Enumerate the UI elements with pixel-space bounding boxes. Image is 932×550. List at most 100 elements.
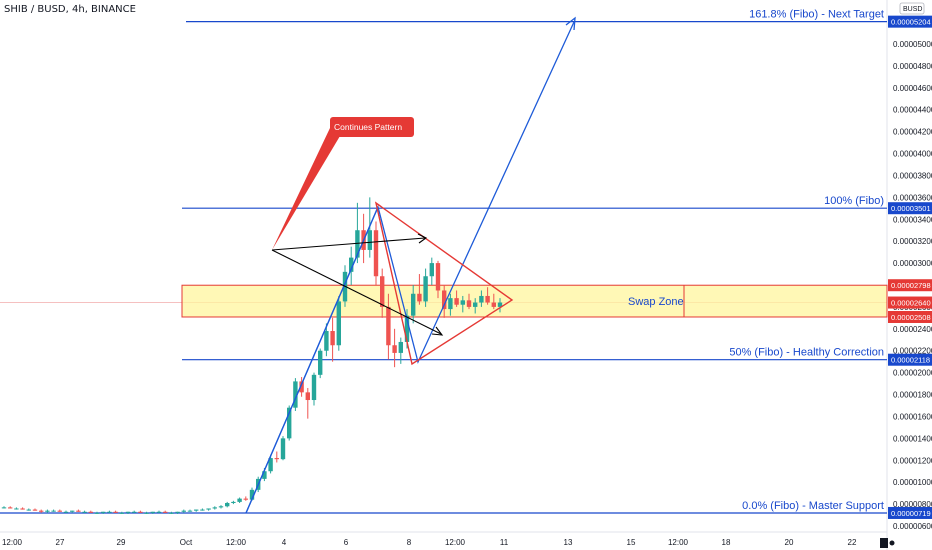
candle-body [138,511,143,513]
candle-body [163,511,168,513]
price-tick-label: 0.00004200 [893,128,932,137]
price-tag [888,310,932,323]
fib-level-label: 0.0% (Fibo) - Master Support [742,500,884,512]
candle-body [404,315,410,342]
candle-body [287,407,292,439]
price-tick-label: 0.00000600 [893,522,932,531]
candle-body [280,438,286,460]
candle-body [293,381,298,408]
candle-body [355,230,360,258]
arrow-upper[interactable] [271,237,426,251]
tradingview-logo [880,538,895,548]
candle-body [175,511,180,513]
candle-body [132,511,137,513]
candle-body [200,509,205,511]
candles-layer [1,197,503,514]
candle-body [479,295,484,303]
currency-badge-text: BUSD [903,6,922,13]
candle-body [435,263,441,291]
price-tick-label: 0.00003400 [893,215,932,224]
callout-pointer [272,128,340,250]
chart-header: SHIB / BUSD, 4h, BINANCE [4,4,136,15]
candle-body [274,458,279,460]
projection-leg-1[interactable] [245,21,575,514]
symbol-title: SHIB / BUSD, 4h, BINANCE [4,4,136,15]
drawings-layer: Continues Pattern [245,16,576,514]
time-tick-label: 8 [407,538,412,547]
candle-body [113,511,118,513]
price-tag-text: 0.00002118 [891,356,930,365]
candle-body [262,471,267,479]
candle-body [212,507,217,509]
candle-body [150,511,155,513]
time-tick-label: 12:00 [2,538,23,547]
candle-body [156,511,162,513]
candle-body [32,509,38,511]
time-tick-label: 15 [627,538,636,547]
candle-body [218,506,224,508]
price-tick-label: 0.00002400 [893,325,932,334]
arrow-lower-head [431,326,444,336]
time-tick-label: 22 [848,538,857,547]
time-axis[interactable]: 12:00 27 29 Oct 12:00 4 6 8 12:00 11 13 15 12:00 18 20… [2,538,857,547]
candle-body [349,257,354,272]
time-tick-label: 4 [282,538,287,547]
price-tick-label: 0.00004400 [893,106,932,115]
candle-body [51,510,56,512]
time-tick-label: 13 [564,538,573,547]
time-tick-label: 11 [500,538,509,547]
candle-body [373,230,379,277]
price-tag [888,506,932,519]
arrow-lower[interactable] [271,249,442,335]
candle-body [70,510,75,512]
candle-body [454,298,459,305]
price-tick-label: 0.00001600 [893,412,932,421]
candle-body [491,302,496,307]
candle-body [206,508,211,510]
price-tag [888,279,932,292]
candle-body [14,508,19,510]
candle-body [107,511,112,513]
price-tick-label: 0.00004000 [893,150,932,159]
candle-body [144,512,149,514]
projection-left-rail[interactable] [245,206,379,514]
time-tick-label: 12:00 [445,538,466,547]
candle-body [119,512,124,514]
price-tick-label: 0.00001200 [893,456,932,465]
time-tick-label: 29 [117,538,126,547]
candle-body [94,512,100,514]
arrow-upper-head [417,233,428,244]
swap-zone-label: Swap Zone [628,296,684,308]
candle-body [194,509,199,511]
candle-body [82,511,87,513]
candle-body [466,300,472,307]
candle-body [101,511,106,513]
price-tick-label: 0.00001000 [893,478,932,487]
time-tick-label: 20 [785,538,794,547]
price-tick-label: 0.00003600 [893,193,932,202]
currency-badge [899,2,925,15]
candle-body [231,501,236,503]
candle-body [268,458,273,472]
candle-body [305,392,310,401]
candle-body [442,290,447,310]
candle-body [417,293,422,302]
candle-body [423,276,428,302]
swap-zone-band [181,284,888,318]
candle-body [429,263,434,277]
candle-body [336,301,341,346]
price-tag [888,353,932,366]
candle-body [367,230,372,250]
time-tick-label: 6 [344,538,349,547]
price-tag-text: 0.00005204 [891,18,931,27]
candle-body [398,341,403,353]
triangle-pattern[interactable] [374,201,514,366]
price-tag-text: 0.00002798 [891,281,931,290]
price-axis[interactable]: 0.00000600 0.00000800 0.00001000 0.00001200… [888,15,932,531]
candle-body [497,302,503,307]
price-tag [888,202,932,215]
callout-box[interactable] [330,117,414,137]
candle-body [380,276,385,307]
candle-body [225,502,230,507]
